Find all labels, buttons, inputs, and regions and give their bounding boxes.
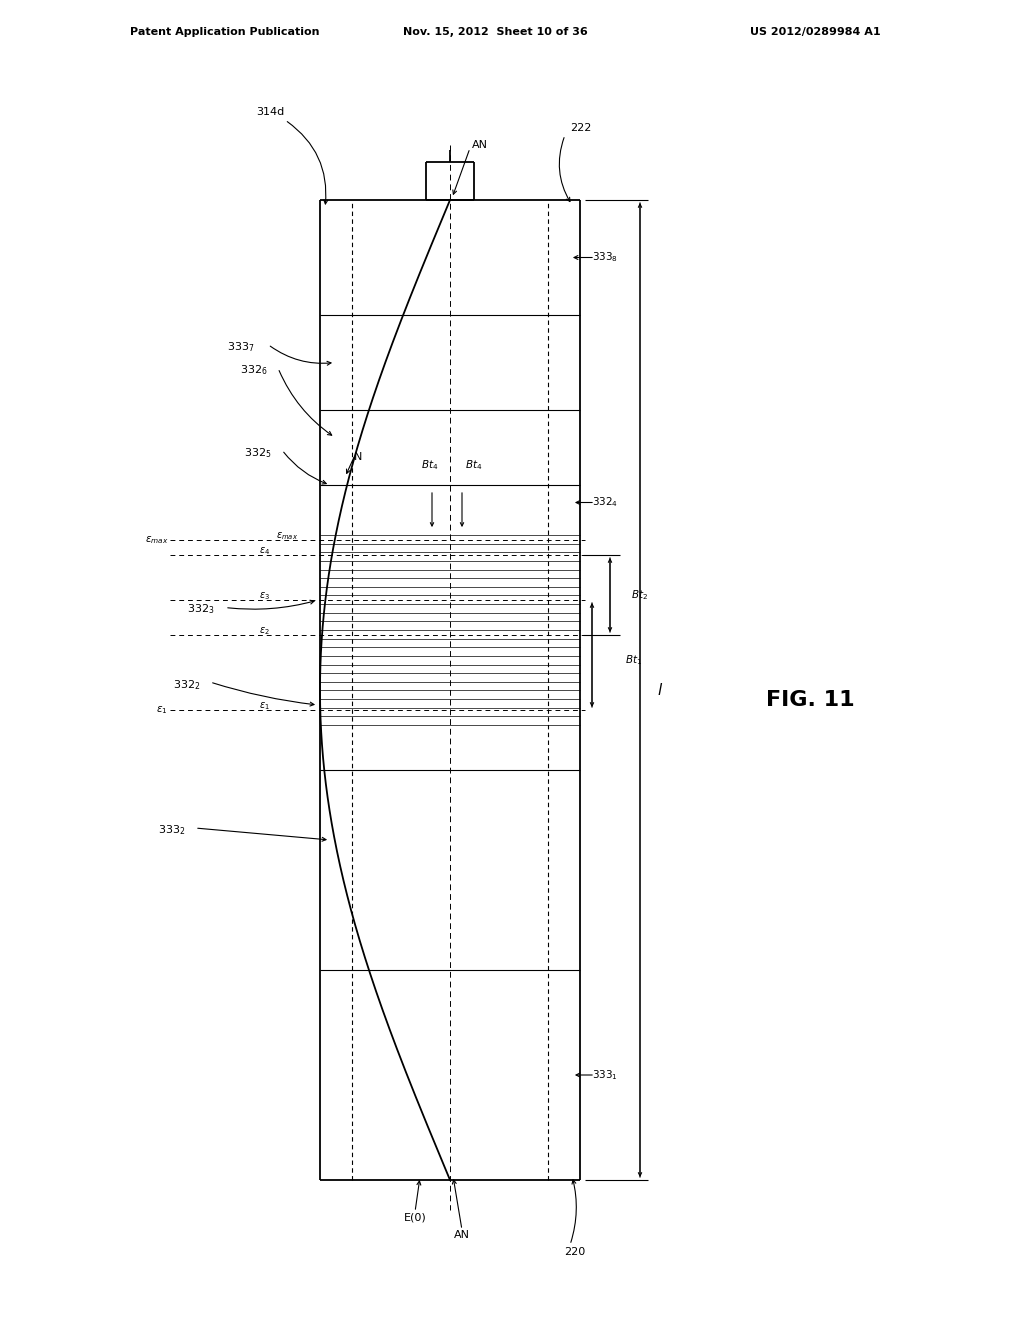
Text: $\varepsilon_1$: $\varepsilon_1$ — [157, 704, 168, 715]
Text: $332_5$: $332_5$ — [245, 446, 272, 459]
Text: 222: 222 — [570, 123, 592, 133]
Text: Nov. 15, 2012  Sheet 10 of 36: Nov. 15, 2012 Sheet 10 of 36 — [402, 26, 588, 37]
Text: US 2012/0289984 A1: US 2012/0289984 A1 — [750, 26, 881, 37]
Text: Patent Application Publication: Patent Application Publication — [130, 26, 319, 37]
Text: $333_1$: $333_1$ — [592, 1068, 617, 1082]
Text: N: N — [354, 451, 362, 462]
Text: $\varepsilon_1$: $\varepsilon_1$ — [259, 700, 270, 711]
Text: $333_8$: $333_8$ — [592, 251, 618, 264]
Text: $332_3$: $332_3$ — [187, 603, 215, 616]
Text: $332_2$: $332_2$ — [172, 678, 200, 692]
Text: $332_6$: $332_6$ — [241, 363, 268, 378]
Text: AN: AN — [472, 140, 488, 150]
Text: $333_2$: $333_2$ — [158, 824, 185, 837]
Text: $333_7$: $333_7$ — [227, 341, 255, 354]
Text: $332_4$: $332_4$ — [592, 495, 618, 510]
Text: $Bt_4$: $Bt_4$ — [465, 458, 482, 473]
Text: $\varepsilon_3$: $\varepsilon_3$ — [259, 590, 270, 602]
Text: $Bt_1$: $Bt_1$ — [626, 653, 643, 667]
Text: E(0): E(0) — [403, 1213, 426, 1224]
Text: FIG. 11: FIG. 11 — [766, 690, 854, 710]
Text: $\varepsilon_{max}$: $\varepsilon_{max}$ — [144, 535, 168, 546]
Text: $Bt_4$: $Bt_4$ — [421, 458, 438, 473]
Text: $\varepsilon_2$: $\varepsilon_2$ — [259, 626, 270, 636]
Text: 314d: 314d — [256, 107, 284, 117]
Text: 220: 220 — [564, 1247, 586, 1257]
Text: $\varepsilon_{max}$: $\varepsilon_{max}$ — [275, 531, 298, 543]
Text: $\varepsilon_4$: $\varepsilon_4$ — [259, 545, 270, 557]
Text: $Bt_2$: $Bt_2$ — [632, 589, 648, 602]
Text: AN: AN — [454, 1230, 470, 1239]
Text: $l$: $l$ — [657, 682, 664, 698]
